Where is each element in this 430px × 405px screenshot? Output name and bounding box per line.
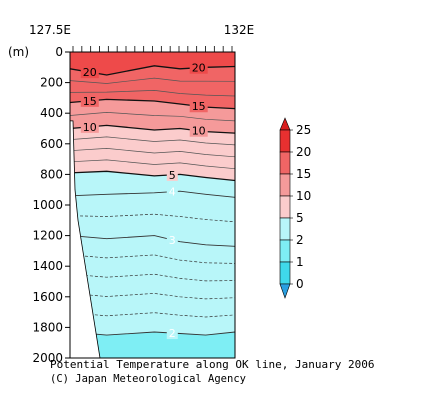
fill-band-1 (70, 65, 235, 109)
minor-line-2-0 (70, 136, 235, 146)
y-tick-label-2000: 2000 (32, 351, 63, 365)
dashed-line-1-0 (70, 254, 235, 264)
fill-band-5 (70, 332, 235, 358)
y-tick-label-1600: 1600 (32, 290, 63, 304)
contour-label-15-0: 15 (83, 95, 97, 108)
colorbar-label-2: 15 (296, 167, 311, 181)
contour-labels: 20 20 15 15 10 10 5 4 3 2 (80, 61, 208, 340)
chart-title: Potential Temperature along OK line, Jan… (50, 358, 375, 371)
y-tick-label-1200: 1200 (32, 229, 63, 243)
contour-label-bg-15-0 (80, 94, 99, 107)
y-tick-label-1800: 1800 (32, 320, 63, 334)
minor-line-0-1 (70, 90, 235, 97)
contour-label-20-0: 20 (83, 66, 97, 79)
y-axis: (m) 0 200 400 600 800 1000 1200 1400 1600 1800 2000 (8, 45, 70, 365)
colorbar-label-3: 10 (296, 189, 311, 203)
minor-line-2-1 (70, 148, 235, 158)
contour-label-10-1: 10 (192, 125, 206, 138)
contour-label-bg-10-1 (189, 124, 208, 137)
contour-label-bg-20-1 (189, 61, 208, 74)
contour-label-10-0: 10 (83, 121, 97, 134)
minor-line-2-2 (70, 159, 235, 170)
fill-band-0 (70, 52, 235, 75)
colorbar-label-4: 5 (296, 211, 304, 225)
contour-label-bg-10-0 (80, 120, 99, 133)
contour-label-bg-2-0 (166, 327, 178, 340)
colorbar-segment-3 (279, 195, 291, 219)
y-tick-label-600: 600 (40, 137, 63, 151)
y-tick-label-400: 400 (40, 106, 63, 120)
dashed-line-1-3 (70, 312, 235, 318)
dashed-line-0-0 (70, 213, 235, 223)
contour-label-5-0: 5 (169, 169, 176, 182)
caption: Potential Temperature along OK line, Jan… (50, 358, 375, 386)
colorbar-label-5: 2 (296, 233, 304, 247)
y-unit-label: (m) (8, 45, 29, 59)
colorbar-segment-2 (279, 173, 291, 197)
dashed-line-1-1 (70, 273, 235, 282)
y-tick-label-1000: 1000 (32, 198, 63, 212)
colorbar-segment-1 (279, 151, 291, 175)
colorbar-label-1: 20 (296, 145, 311, 159)
contour-label-3-0: 3 (169, 234, 176, 247)
x-axis: 127.5E 132E (29, 23, 254, 52)
minor-line-1-0 (70, 112, 235, 122)
dashed-line-1-2 (70, 293, 235, 300)
contour-label-bg-3-0 (166, 233, 178, 246)
y-tick-label-0: 0 (55, 45, 63, 59)
contour-10 (70, 124, 235, 134)
credit-text: (C) Japan Meteorological Agency (50, 373, 246, 385)
x-label-start: 127.5E (29, 23, 71, 37)
y-tick-label-1400: 1400 (32, 259, 63, 273)
minor-contours (70, 77, 235, 318)
x-label-end: 132E (224, 23, 255, 37)
minor-line-0-0 (70, 77, 235, 84)
contour-label-2-0: 2 (169, 327, 176, 340)
colorbar-segment-5 (279, 239, 291, 263)
contour-20 (70, 65, 235, 76)
fill-band-4 (70, 171, 235, 336)
y-tick-label-200: 200 (40, 76, 63, 90)
contour-label-bg-20-0 (80, 66, 99, 79)
contour-label-bg-4-0 (166, 185, 178, 198)
contour-label-15-1: 15 (192, 100, 206, 113)
fill-bands (70, 52, 235, 358)
colorbar-under-triangle (279, 283, 291, 299)
contour-label-4-0: 4 (169, 186, 176, 199)
contour-label-bg-5-0 (166, 168, 178, 181)
y-tick-label-800: 800 (40, 167, 63, 181)
contour-label-bg-15-1 (189, 100, 208, 113)
colorbar-segment-0 (279, 129, 291, 153)
contour-label-20-1: 20 (192, 62, 206, 75)
colorbar-label-6: 1 (296, 255, 304, 269)
contour-15 (70, 98, 235, 110)
colorbar-label-7: 0 (296, 277, 304, 291)
colorbar-label-0: 25 (296, 123, 311, 137)
colorbar-over-triangle (279, 117, 291, 131)
colorbar-segment-4 (279, 217, 291, 241)
colorbar-segment-6 (279, 261, 291, 285)
